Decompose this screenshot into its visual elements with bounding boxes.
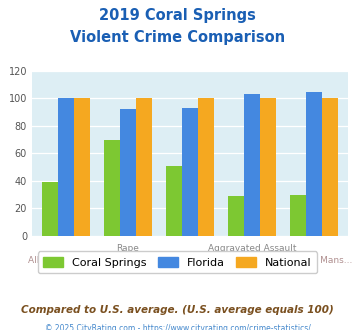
Bar: [58, 98, 74, 236]
Text: 2019 Coral Springs: 2019 Coral Springs: [99, 8, 256, 23]
Bar: [74, 98, 90, 236]
Text: Robbery: Robbery: [171, 256, 209, 265]
Bar: [244, 94, 260, 236]
Text: Murder & Mans...: Murder & Mans...: [275, 256, 353, 265]
Legend: Coral Springs, Florida, National: Coral Springs, Florida, National: [38, 251, 317, 273]
Bar: [306, 92, 322, 236]
Bar: [198, 98, 214, 236]
Text: © 2025 CityRating.com - https://www.cityrating.com/crime-statistics/: © 2025 CityRating.com - https://www.city…: [45, 324, 310, 330]
Bar: [260, 98, 276, 236]
Text: Aggravated Assault: Aggravated Assault: [208, 244, 296, 253]
Bar: [228, 196, 244, 236]
Bar: [42, 182, 58, 236]
Text: Rape: Rape: [116, 244, 140, 253]
Text: Compared to U.S. average. (U.S. average equals 100): Compared to U.S. average. (U.S. average …: [21, 305, 334, 315]
Bar: [120, 110, 136, 236]
Bar: [322, 98, 338, 236]
Bar: [104, 140, 120, 236]
Bar: [136, 98, 152, 236]
Text: Violent Crime Comparison: Violent Crime Comparison: [70, 30, 285, 45]
Bar: [290, 195, 306, 236]
Bar: [182, 108, 198, 236]
Text: All Violent Crime: All Violent Crime: [28, 256, 104, 265]
Bar: [166, 166, 182, 236]
